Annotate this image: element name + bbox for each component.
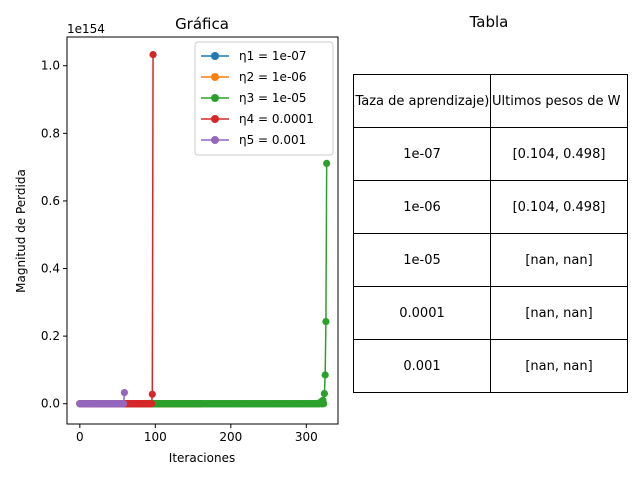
header-learning-rate-text: η (Taza de aprendizaje)	[353, 93, 490, 109]
legend-entry-label: η5 = 0.001	[239, 133, 306, 147]
series-3	[76, 159, 331, 408]
y-tick-label: 0.8	[41, 126, 60, 140]
x-tick-label: 300	[295, 430, 318, 444]
data-point	[323, 159, 331, 168]
legend-swatch-marker	[211, 115, 219, 123]
y-tick-label: 0.0	[41, 397, 60, 411]
data-point	[120, 388, 128, 397]
table-cell-eta: 1e-05	[353, 233, 491, 287]
table-title: Tabla	[469, 13, 509, 31]
table-cell-weights: [0.104, 0.498]	[490, 180, 628, 234]
y-tick-label: 0.2	[41, 329, 60, 343]
plot-frame	[66, 36, 339, 425]
table-row: 0.0001 [nan, nan]	[353, 286, 628, 340]
legend-entry-label: η1 = 1e-07	[239, 49, 307, 63]
data-point	[321, 371, 329, 379]
y-axis: 0.0 0.2 0.4 0.6 0.8 1.0	[41, 59, 67, 411]
x-tick-label: 0	[76, 430, 84, 444]
legend: η1 = 1e-07 η2 = 1e-06 η3 = 1e-05 η4 = 0.000…	[194, 41, 334, 156]
table-cell-eta: 1e-06	[353, 180, 491, 234]
data-point	[149, 50, 157, 59]
table-cell-weights: [0.104, 0.498]	[490, 127, 628, 181]
data-point	[322, 317, 330, 326]
data-point	[147, 400, 156, 408]
table-row: 0.001 [nan, nan]	[353, 339, 628, 393]
x-axis-label: Iteraciones	[169, 451, 235, 465]
x-tick-label: 200	[219, 430, 242, 444]
data-point	[320, 389, 329, 398]
table-row: 1e-07 [0.104, 0.498]	[353, 127, 628, 181]
series-4	[76, 50, 157, 408]
table-row: 1e-06 [0.104, 0.498]	[353, 180, 628, 234]
legend-box	[194, 41, 334, 156]
results-table: η (Taza de aprendizaje) Ultimos pesos de…	[353, 74, 628, 393]
legend-swatch-marker	[211, 136, 219, 144]
y-axis-label: Magnitud de Perdida	[14, 169, 28, 293]
series-line	[79, 163, 328, 405]
y-tick-label: 0.4	[41, 262, 60, 276]
header-learning-rate: η (Taza de aprendizaje)	[353, 74, 491, 128]
chart-title: Gráfica	[175, 15, 229, 33]
y-scale-label: 1e154	[67, 22, 105, 36]
legend-swatch-marker	[211, 94, 219, 102]
results-table-panel: η (Taza de aprendizaje) Ultimos pesos de…	[353, 74, 628, 393]
series-5	[76, 388, 128, 408]
table-header-row: η (Taza de aprendizaje) Ultimos pesos de…	[353, 74, 628, 128]
table-cell-weights: [nan, nan]	[490, 233, 628, 287]
legend-entry-label: η2 = 1e-06	[239, 70, 307, 84]
legend-swatch-marker	[211, 73, 219, 81]
table-cell-weights: [nan, nan]	[490, 339, 628, 393]
header-last-weights-text: Ultimos pesos de W	[492, 93, 621, 109]
x-tick-label: 100	[144, 430, 167, 444]
table-cell-eta: 1e-07	[353, 127, 491, 181]
table-cell-eta: 0.001	[353, 339, 491, 393]
y-tick-label: 1.0	[41, 59, 60, 73]
table-row: 1e-05 [nan, nan]	[353, 233, 628, 287]
plot-area	[76, 50, 331, 408]
data-point	[320, 400, 328, 408]
legend-entry-label: η3 = 1e-05	[239, 91, 307, 105]
header-last-weights: Ultimos pesos de W	[490, 74, 628, 128]
legend-swatch-marker	[211, 52, 219, 60]
x-axis: 0 100 200 300	[76, 424, 318, 444]
legend-entry-label: η4 = 0.0001	[239, 112, 314, 126]
data-point	[120, 400, 128, 408]
table-cell-weights: [nan, nan]	[490, 286, 628, 340]
data-point	[148, 390, 156, 398]
table-cell-eta: 0.0001	[353, 286, 491, 340]
y-tick-label: 0.6	[41, 194, 60, 208]
series-line	[79, 54, 154, 405]
